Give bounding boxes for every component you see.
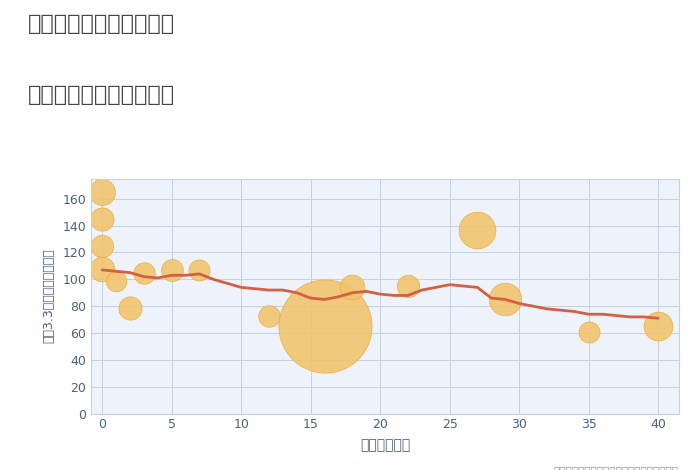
Point <box>402 282 414 290</box>
Text: 兵庫県西宮市東鳴尾町の: 兵庫県西宮市東鳴尾町の <box>28 14 175 34</box>
Text: 円の大きさは、取引のあった物件面積を示す: 円の大きさは、取引のあった物件面積を示す <box>554 465 679 470</box>
Point <box>97 265 108 272</box>
Point <box>319 322 330 330</box>
Point <box>652 322 664 330</box>
Point <box>125 304 136 311</box>
Point <box>166 266 177 274</box>
Point <box>138 269 149 276</box>
Point <box>97 215 108 223</box>
Point <box>194 266 205 274</box>
Point <box>472 226 483 234</box>
Text: 築年数別中古戸建て価格: 築年数別中古戸建て価格 <box>28 85 175 105</box>
Point <box>97 242 108 250</box>
Point <box>111 277 122 284</box>
Point <box>97 188 108 196</box>
Point <box>263 312 274 319</box>
Y-axis label: 坪（3.3㎡）単価（万円）: 坪（3.3㎡）単価（万円） <box>42 249 55 344</box>
Point <box>346 283 358 291</box>
Point <box>583 328 594 336</box>
Point <box>500 296 511 303</box>
X-axis label: 築年数（年）: 築年数（年） <box>360 439 410 453</box>
